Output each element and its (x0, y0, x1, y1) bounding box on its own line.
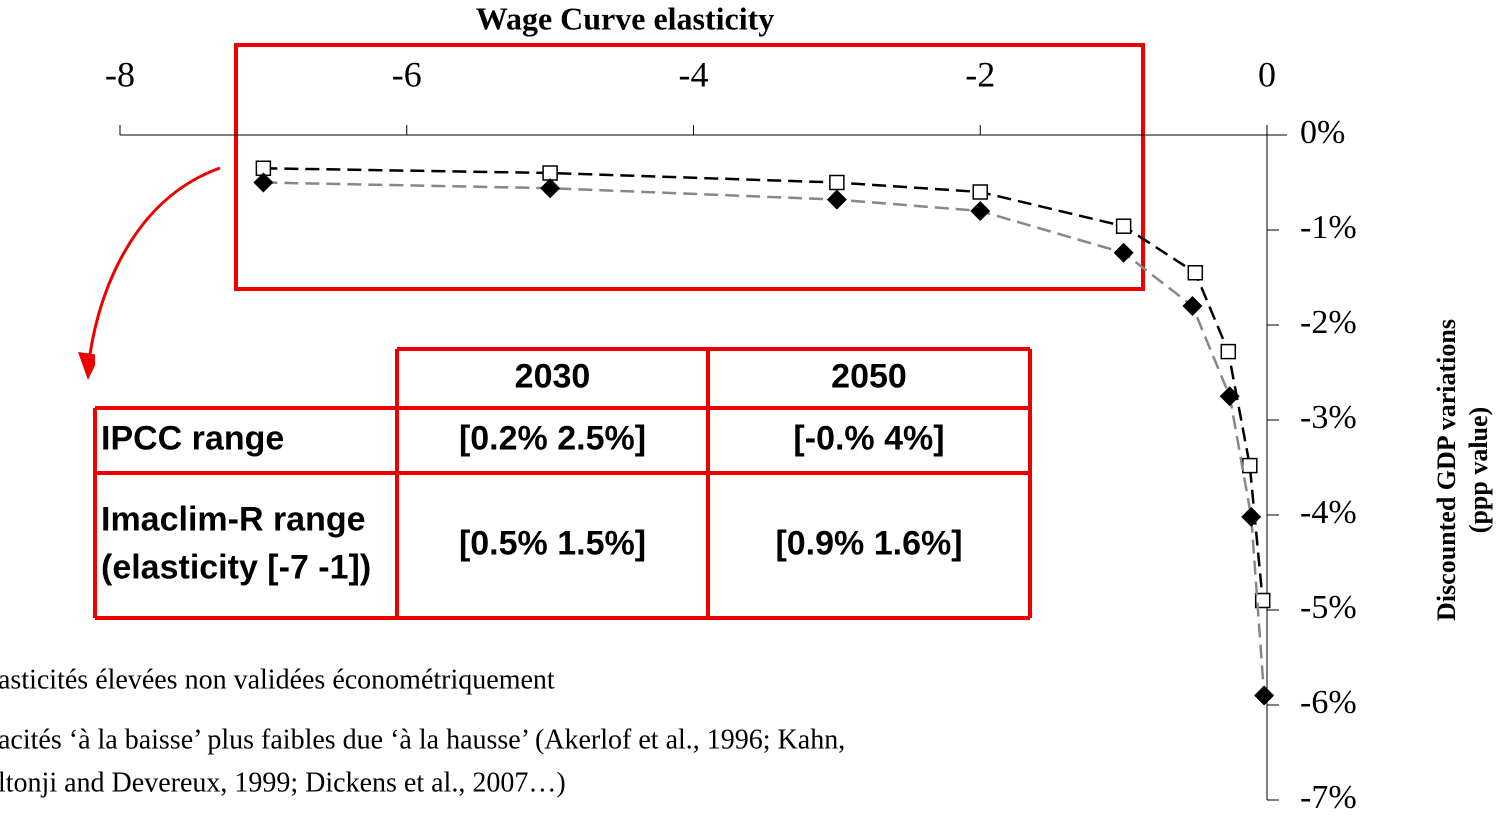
y-axis-label-line: Discounted GDP variations (1432, 319, 1461, 621)
x-tick-label: -6 (392, 54, 422, 94)
point (1241, 506, 1262, 527)
point (253, 172, 274, 193)
y-tick-label: 0% (1300, 114, 1345, 151)
y-tick-label: -1% (1300, 209, 1357, 246)
table-cell: [0.2% 2.5%] (459, 419, 646, 457)
chart-title: Wage Curve elasticity (476, 0, 775, 36)
point (829, 174, 845, 191)
arrow-head (78, 352, 100, 380)
arrow (86, 166, 221, 371)
y-axis-label: Discounted GDP variations (ppp value) (1432, 319, 1493, 621)
point (542, 165, 558, 181)
note: ltonji and Devereux, 1999; Dickens et al… (0, 767, 566, 798)
y-tick-label: -4% (1300, 494, 1357, 531)
table-cell: [0.5% 1.5%] (459, 524, 646, 562)
y-tick-label: -2% (1300, 304, 1357, 341)
point (970, 201, 991, 221)
point (1113, 242, 1134, 263)
x-tick-label: -4 (679, 54, 709, 94)
note: asticités élevées non validées économétr… (0, 664, 555, 695)
y-tick-label: -3% (1300, 399, 1357, 436)
point (1254, 685, 1275, 706)
x-tick-label: -8 (105, 54, 135, 94)
point (540, 178, 561, 199)
y-tick-label: -5% (1300, 589, 1357, 626)
highlight-box (234, 43, 1145, 291)
note: acités ‘à la baisse’ plus faibles due ‘à… (0, 724, 845, 755)
row-label: Imaclim-R range (101, 500, 366, 538)
x-tick-label: 0 (1258, 54, 1276, 94)
point (1187, 265, 1204, 281)
table-header: 2050 (831, 357, 907, 395)
point (1254, 592, 1271, 609)
y-axis-label-line: (ppp value) (1464, 407, 1493, 533)
point (1220, 343, 1237, 360)
table-frame (95, 349, 1030, 618)
table-header: 2030 (515, 357, 591, 395)
point (972, 184, 988, 200)
point (1115, 218, 1132, 234)
row-label: (elasticity [-7 -1]) (101, 548, 371, 586)
point (1219, 386, 1240, 407)
point (1242, 457, 1258, 474)
table-cell: [0.9% 1.6%] (775, 524, 962, 562)
y-tick-label: -7% (1300, 779, 1357, 816)
point (826, 189, 847, 210)
point (1182, 296, 1203, 316)
row-label: IPCC range (101, 419, 284, 457)
table-cell: [-0.% 4%] (793, 419, 944, 457)
y-tick-label: -6% (1300, 684, 1357, 721)
x-tick-label: -2 (965, 54, 995, 94)
